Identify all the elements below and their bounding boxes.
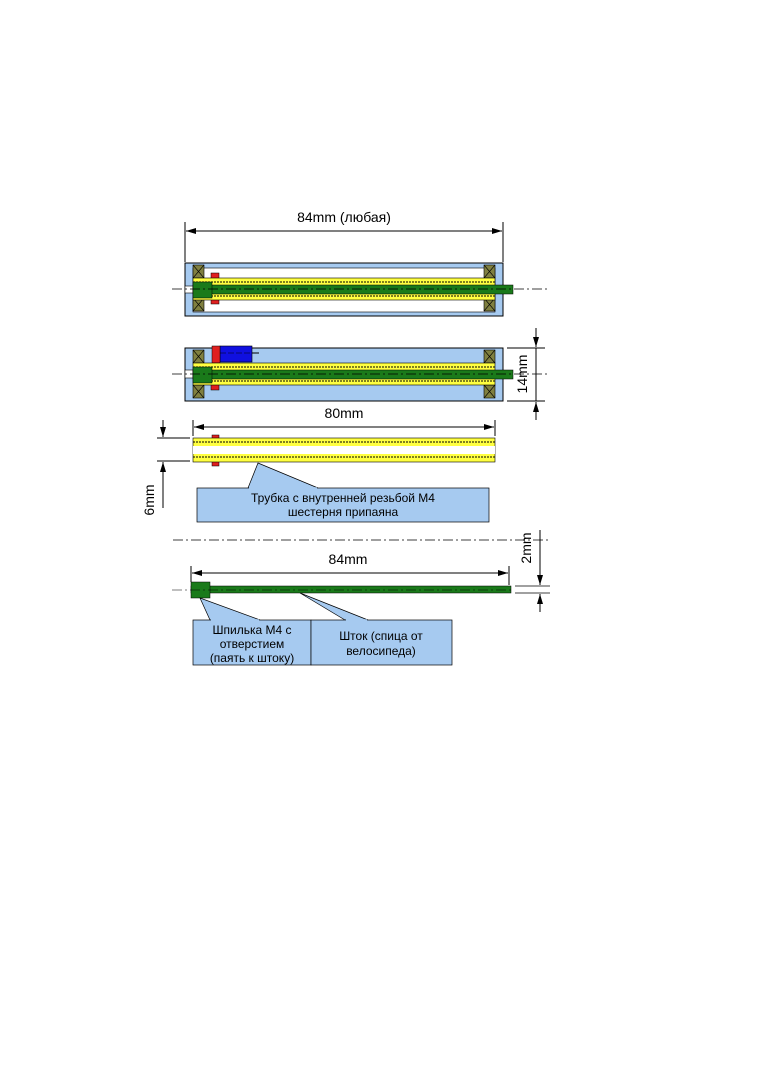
motor <box>219 345 253 363</box>
bearing-icon <box>192 349 205 364</box>
tube-callout <box>196 487 490 523</box>
rod-length-label: 84mm <box>329 551 368 567</box>
housing-length-label: 84mm (любая) <box>297 209 391 225</box>
assembly-open: 84mm (любая) <box>172 209 548 317</box>
tube-callout-line1: Трубка с внутренней резьбой М4 <box>251 491 435 505</box>
stud-callout-line3: (паять к штоку) <box>210 651 294 665</box>
assembly-with-motor: 14mm <box>172 328 548 420</box>
bearing-icon <box>192 264 205 279</box>
rod-callout-line1: Шток (спица от <box>339 629 423 643</box>
stud <box>192 366 213 384</box>
bearing-icon <box>483 349 496 364</box>
tube-length-label: 80mm <box>325 405 364 421</box>
stud-callout-line1: Шпилька М4 с <box>213 623 292 637</box>
rod <box>192 284 514 295</box>
bearing-icon <box>192 384 205 399</box>
bearing-icon <box>483 264 496 279</box>
bearing-icon <box>483 384 496 399</box>
rod-diameter-label: 2mm <box>518 532 534 563</box>
tube-callout-line2: шестерня припаяна <box>288 505 399 519</box>
tube-part: 80mm 6mm Трубка с внутренней резьбой М4 … <box>141 405 496 523</box>
rod <box>192 369 514 380</box>
rod <box>190 585 512 594</box>
stud-callout-line2: отверстием <box>220 637 285 651</box>
stud <box>192 281 213 299</box>
rod-callout-line2: велосипеда) <box>346 644 416 658</box>
rod-part: 84mm 2mm Шпилька М4 с отверстием (паять … <box>172 530 550 666</box>
rod-callout <box>310 619 453 666</box>
tube-diameter-label: 6mm <box>141 484 157 515</box>
housing-height-label: 14mm <box>514 355 530 394</box>
stud-callout <box>192 619 312 666</box>
motor-gear <box>211 345 221 364</box>
